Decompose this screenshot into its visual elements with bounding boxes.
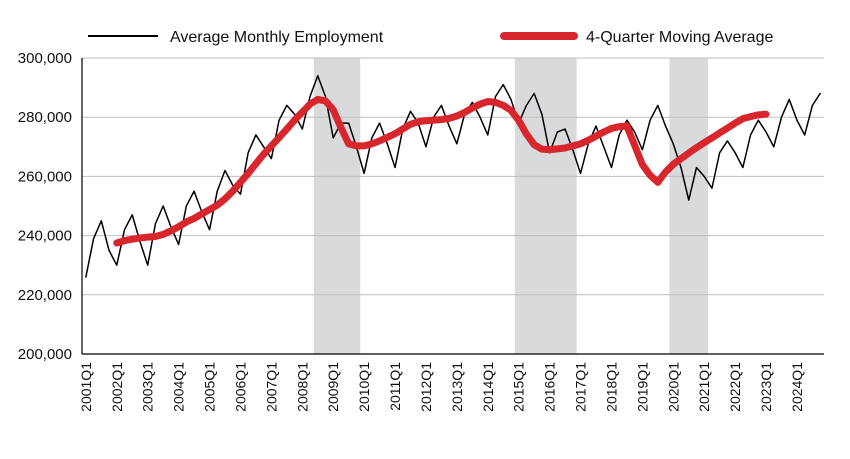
y-tick-label: 240,000 [18,228,72,245]
y-tick-label: 220,000 [18,287,72,304]
legend-label-moving-average: 4-Quarter Moving Average [586,29,773,46]
y-tick-label: 200,000 [18,346,72,363]
x-tick-label: 2019Q1 [634,362,650,412]
recession-bands [313,58,709,354]
x-tick-label: 2011Q1 [387,362,403,411]
x-tick-label: 2009Q1 [325,362,341,412]
x-tick-label: 2014Q1 [480,362,496,412]
x-tick-label: 2022Q1 [727,362,743,412]
x-tick-label: 2016Q1 [542,362,558,412]
legend-label-employment: Average Monthly Employment [170,29,384,46]
x-tick-labels: 2001Q1 2002Q1 2003Q1 2004Q1 2005Q1 2006Q1 2007… [78,362,805,412]
x-tick-label: 2003Q1 [140,362,156,412]
x-tick-label: 2018Q1 [603,362,619,412]
x-tick-label: 2023Q1 [758,362,774,412]
y-tick-label: 260,000 [18,168,72,185]
x-tick-label: 2012Q1 [418,362,434,412]
moving-average-line [113,95,770,247]
x-tick-label: 2020Q1 [665,362,681,412]
chart-legend: Average Monthly Employment 4-Quarter Mov… [88,29,773,46]
x-tick-label: 2021Q1 [696,362,712,412]
axes [81,58,824,355]
y-tick-label: 280,000 [18,109,72,126]
employment-line [85,75,821,278]
y-tick-label: 300,000 [18,50,72,67]
recession-band [313,58,361,354]
x-tick-label: 2002Q1 [109,362,125,412]
x-tick-label: 2005Q1 [202,362,218,412]
gridlines [82,57,824,296]
x-tick-label: 2015Q1 [511,362,527,412]
x-tick-label: 2006Q1 [232,362,248,412]
x-tick-label: 2007Q1 [263,362,279,412]
recession-band [669,58,709,354]
series-lines [85,75,821,278]
x-tick-label: 2010Q1 [356,362,372,412]
x-tick-label: 2024Q1 [789,362,805,412]
x-tick-label: 2001Q1 [78,362,94,412]
x-tick-label: 2017Q1 [573,362,589,412]
recession-band [514,58,577,354]
x-tick-label: 2004Q1 [171,362,187,412]
x-tick-label: 2013Q1 [449,362,465,412]
y-tick-labels: 200,000 220,000 240,000 260,000 280,000 300,0… [18,50,72,363]
x-tick-label: 2008Q1 [294,362,310,412]
